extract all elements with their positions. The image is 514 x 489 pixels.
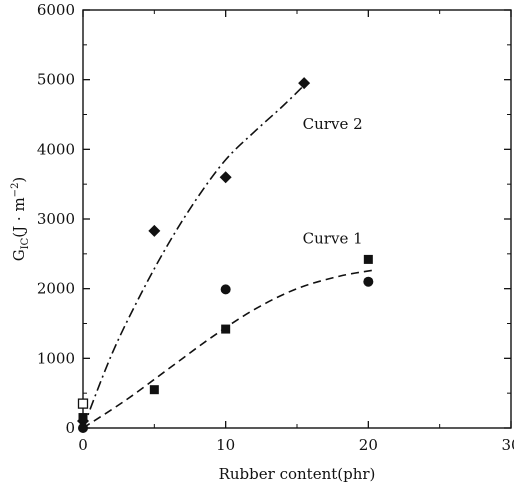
circle-data-point — [220, 284, 231, 295]
curve-2-fit-line — [82, 81, 308, 429]
open-square-data-point — [77, 398, 89, 409]
y-tick-label: 0 — [65, 419, 75, 437]
x-tick-label: 30 — [501, 436, 514, 454]
curve-1-label: Curve 1 — [303, 229, 363, 247]
curve-1-fit-line — [82, 269, 376, 429]
curve-1-data-point — [221, 324, 231, 334]
circle-data-point — [363, 276, 374, 287]
y-axis-title: GIC(J · m−2) — [10, 177, 31, 262]
circle-data-point — [78, 423, 88, 433]
x-tick-label: 0 — [78, 436, 88, 454]
x-tick-label: 20 — [359, 436, 378, 454]
y-tick-label: 5000 — [37, 71, 75, 89]
curve-1-data-point — [363, 254, 373, 264]
data-markers — [77, 77, 374, 433]
y-tick-label: 4000 — [37, 140, 75, 158]
x-axis-ticks: 0 10 20 30 — [78, 10, 514, 454]
y-axis-ticks: 0 1000 2000 3000 4000 5000 6000 — [37, 1, 511, 437]
curve-2-data-point — [148, 224, 161, 237]
curve-annotations: Curve 2 Curve 1 — [303, 115, 363, 247]
curve-2-label: Curve 2 — [303, 115, 363, 133]
curve-1-data-point — [149, 385, 159, 395]
y-tick-label: 1000 — [37, 349, 75, 367]
plot-frame — [82, 9, 512, 429]
x-axis-title: Rubber content(phr) — [219, 465, 376, 483]
y-tick-label: 3000 — [37, 210, 75, 228]
y-tick-label: 6000 — [37, 1, 75, 19]
fit-curves — [82, 81, 376, 429]
x-tick-label: 10 — [216, 436, 235, 454]
curve-1-data-point — [78, 413, 88, 423]
y-tick-label: 2000 — [37, 280, 75, 298]
curve-2-data-point — [219, 171, 232, 184]
curve-2-data-point — [298, 77, 311, 90]
